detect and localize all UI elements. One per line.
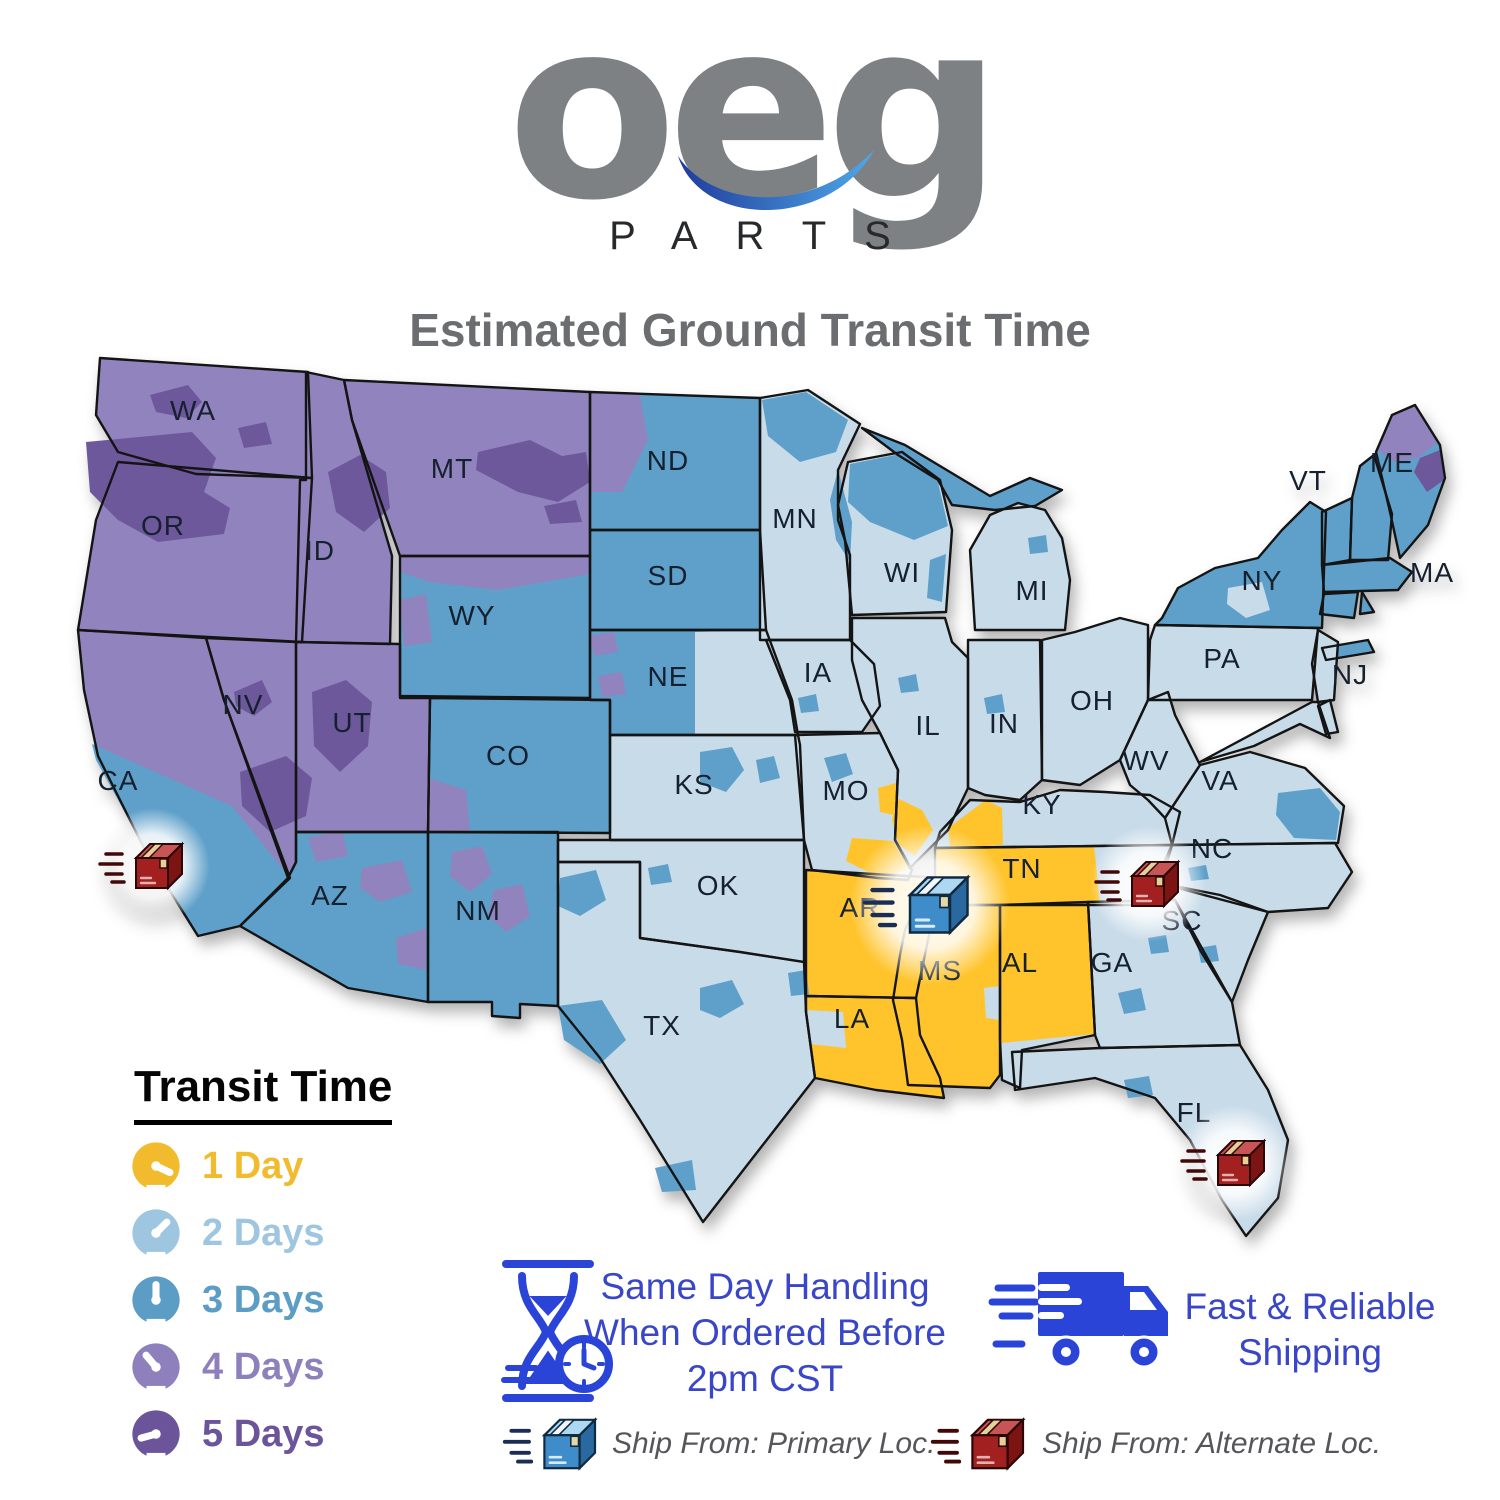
state-label-nj: NJ (1332, 659, 1368, 690)
state-label-tx: TX (643, 1010, 681, 1041)
state-label-il: IL (915, 710, 940, 741)
state-label-mi: MI (1015, 575, 1048, 606)
legend-label: 1 Day (202, 1144, 304, 1187)
legend-label: 4 Days (202, 1345, 325, 1388)
state-label-pa: PA (1203, 643, 1240, 674)
state-label-la: LA (834, 1003, 870, 1034)
state-label-mo: MO (822, 775, 869, 806)
state-label-ut: UT (332, 707, 371, 738)
state-label-ky: KY (1022, 789, 1061, 820)
state-label-mn: MN (772, 503, 818, 534)
state-label-mt: MT (431, 453, 473, 484)
ship-from-primary-label: Ship From: Primary Loc. (612, 1427, 936, 1460)
state-label-oh: OH (1070, 685, 1114, 716)
state-label-id: ID (305, 535, 335, 566)
state-label-nm: NM (455, 895, 501, 926)
legend-title: Transit Time (134, 1062, 393, 1125)
transit-time-legend: Transit Time 1 Day 2 Days (130, 1062, 470, 1460)
state-label-ne: NE (648, 661, 689, 692)
state-label-ok: OK (697, 870, 739, 901)
same-day-line: When Ordered Before (584, 1312, 946, 1353)
ship-from-alternate-label: Ship From: Alternate Loc. (1042, 1427, 1382, 1460)
same-day-handling-text: Same Day Handling When Ordered Before 2p… (570, 1264, 960, 1402)
state-label-sd: SD (648, 560, 689, 591)
page-title: Estimated Ground Transit Time (409, 304, 1091, 356)
state-label-co: CO (486, 740, 530, 771)
state-label-or: OR (141, 510, 185, 541)
state-shape-md (1200, 702, 1330, 762)
state-label-az: AZ (311, 880, 349, 911)
state-label-ia: IA (804, 657, 832, 688)
state-label-ga: GA (1091, 947, 1133, 978)
clock-3-days-icon (132, 1276, 180, 1326)
ship-from-markers (94, 808, 1292, 1221)
state-label-ca: CA (98, 765, 139, 796)
legend-item-2-days: 2 Days (130, 1207, 470, 1259)
shipping-line: Shipping (1237, 1332, 1382, 1373)
state-label-ks: KS (674, 769, 713, 800)
state-labels: WA OR CA NV ID MT UT WY CO AZ NM ND SD NE KS OK TX MN IA MO… (98, 395, 1454, 1128)
state-label-wi: WI (884, 557, 920, 588)
same-day-line: 2pm CST (686, 1358, 844, 1399)
clock-5-days-icon (132, 1410, 180, 1460)
logo-word: PARTS (609, 214, 929, 258)
legend-label: 5 Days (202, 1412, 325, 1455)
state-label-al: AL (1002, 947, 1038, 978)
legend-item-3-days: 3 Days (130, 1274, 470, 1326)
state-label-va: VA (1201, 765, 1238, 796)
state-label-me: ME (1370, 447, 1414, 478)
legend-item-1-day: 1 Day (130, 1140, 470, 1192)
state-label-vt: VT (1289, 465, 1327, 496)
state-label-in: IN (989, 708, 1019, 739)
state-label-wa: WA (170, 395, 216, 426)
logo-swoosh-icon (678, 150, 874, 211)
state-label-wy: WY (448, 600, 495, 631)
state-label-wv: WV (1122, 745, 1169, 776)
logo-brand-text: oeg (506, 0, 1003, 255)
clock-1-day-icon (132, 1142, 180, 1192)
state-label-ma: MA (1410, 557, 1454, 588)
same-day-line: Same Day Handling (600, 1266, 930, 1307)
state-label-nv: NV (223, 689, 264, 720)
legend-item-4-days: 4 Days (130, 1341, 470, 1393)
legend-label: 3 Days (202, 1278, 325, 1321)
clock-4-days-icon (132, 1343, 180, 1393)
state-label-tn: TN (1002, 853, 1041, 884)
state-label-ny: NY (1242, 565, 1283, 596)
shipping-line: Fast & Reliable (1184, 1286, 1436, 1327)
legend-item-5-days: 5 Days (130, 1408, 470, 1460)
fast-reliable-shipping-text: Fast & Reliable Shipping (1175, 1284, 1445, 1376)
clock-2-days-icon (132, 1209, 180, 1259)
legend-label: 2 Days (202, 1211, 325, 1254)
state-label-nd: ND (647, 445, 689, 476)
logo: oeg PARTS (0, 0, 1500, 258)
